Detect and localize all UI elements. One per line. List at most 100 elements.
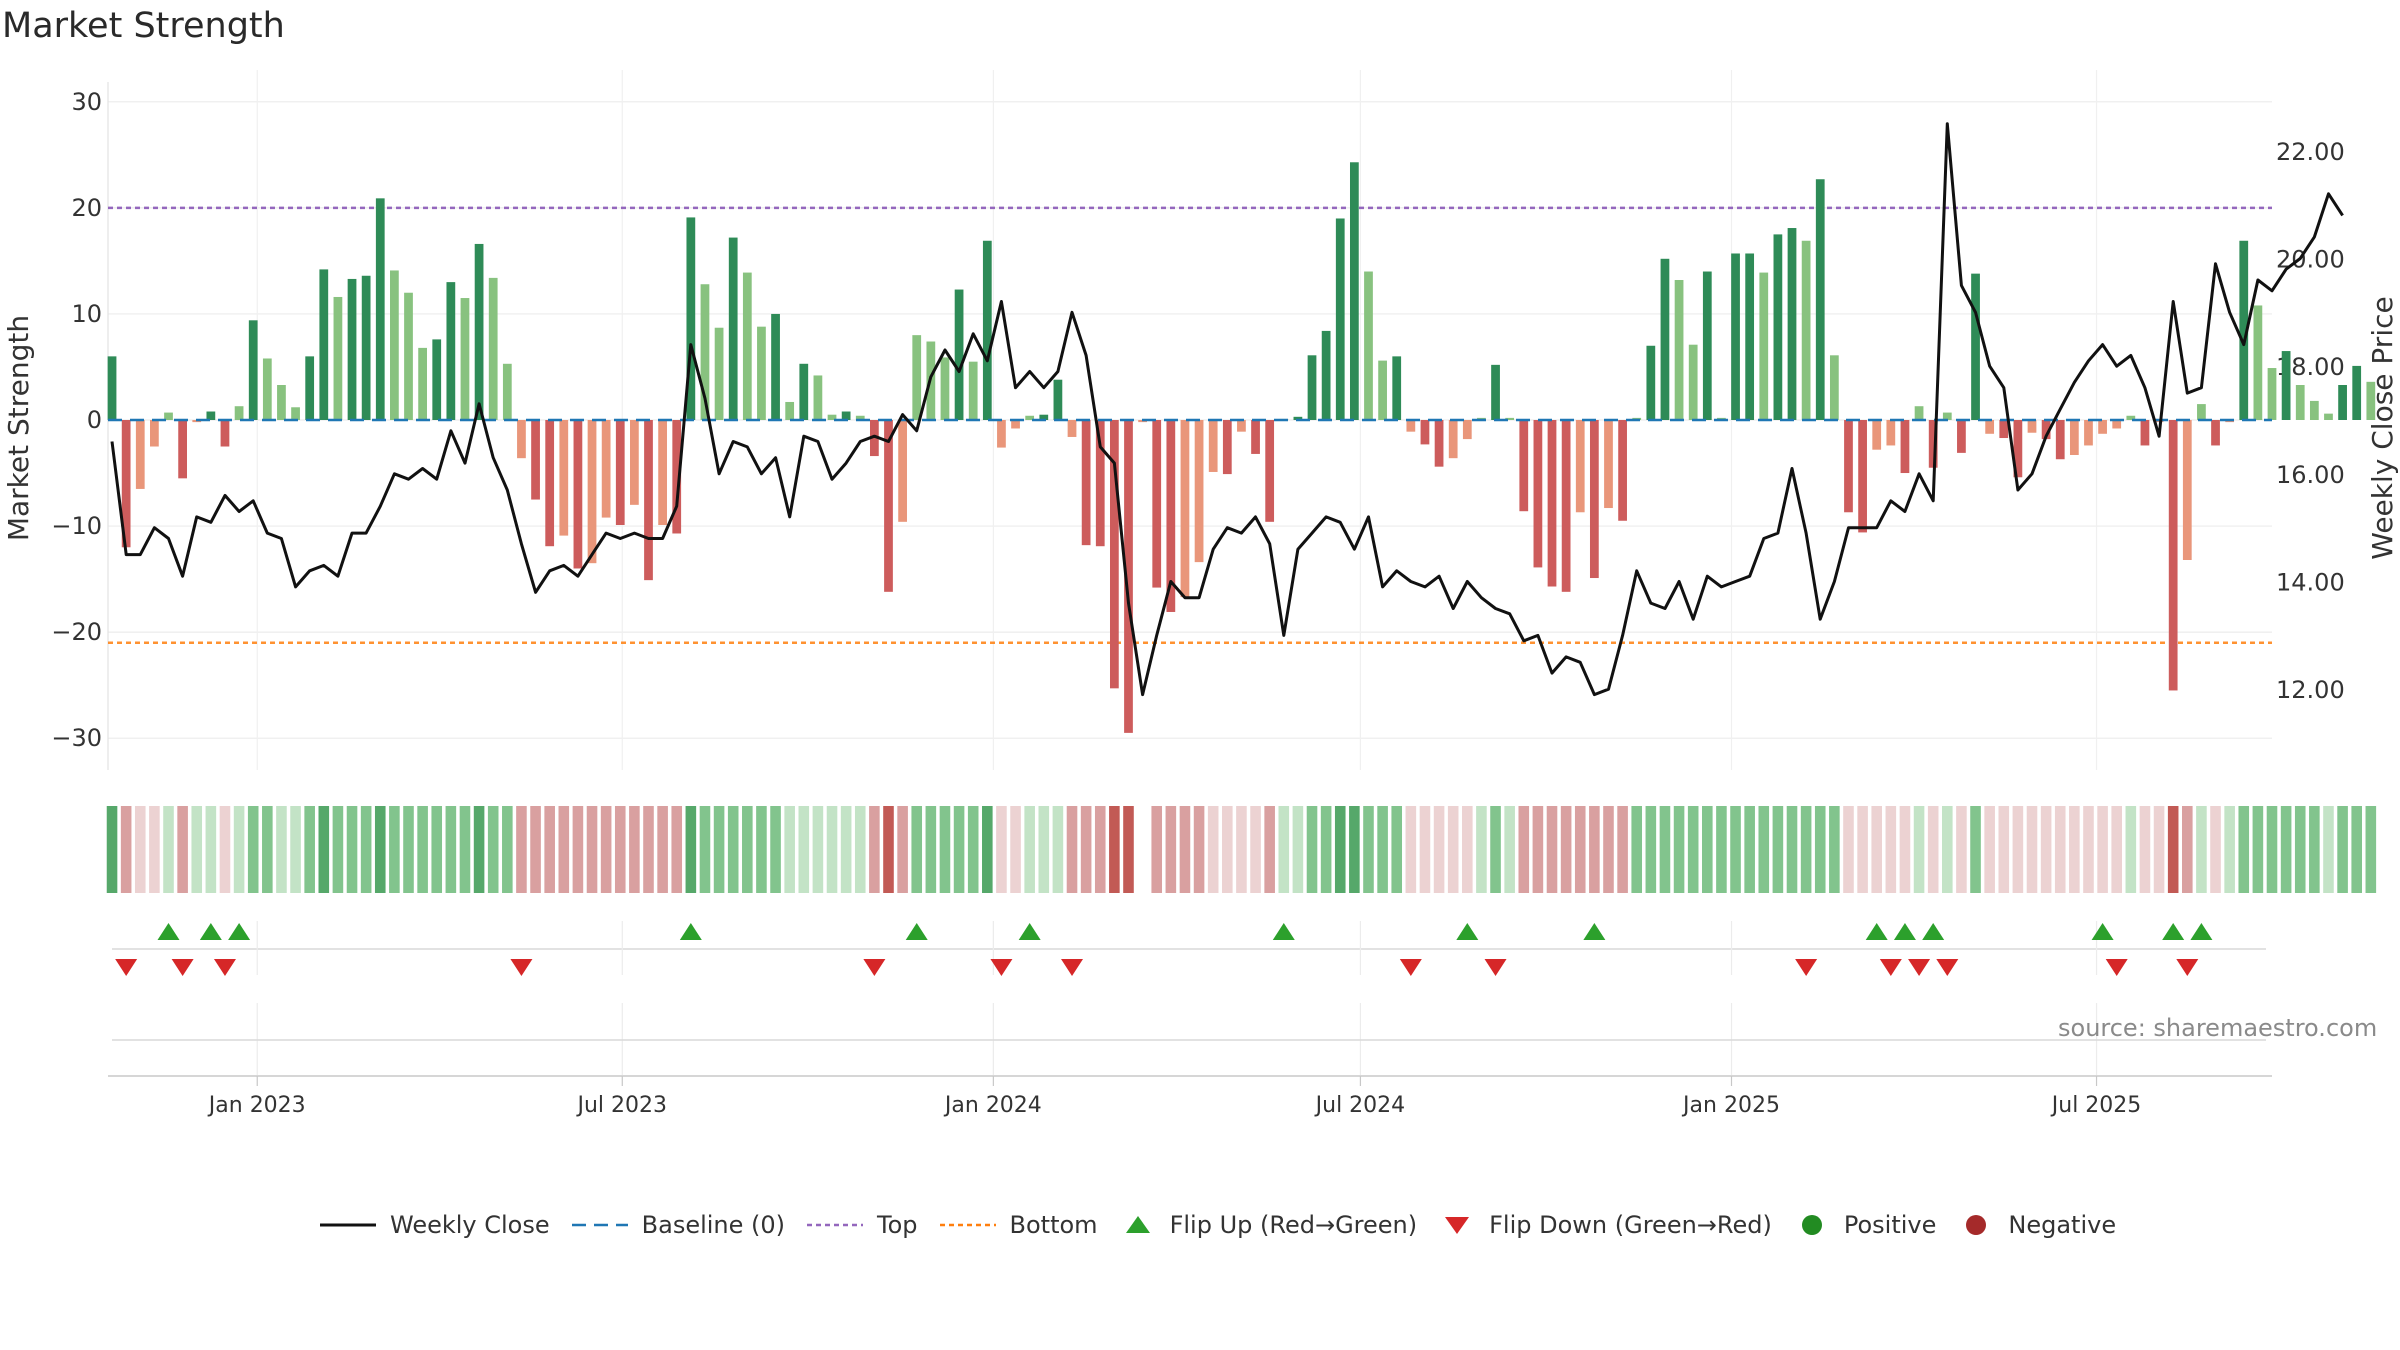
- strength-bar: [1364, 271, 1373, 420]
- strength-bar: [474, 243, 484, 420]
- legend-label: Bottom: [1009, 1211, 1098, 1239]
- strength-strip-cell: [2224, 806, 2235, 893]
- strength-bar: [1109, 420, 1119, 689]
- flip-up-marker: [1272, 923, 1295, 940]
- strength-bar: [2239, 240, 2249, 420]
- strength-bar: [2366, 381, 2376, 420]
- strength-strip-cell: [1758, 806, 1770, 893]
- strength-strip-cell: [1998, 806, 2010, 893]
- strength-strip-cell: [925, 806, 937, 893]
- strength-bar: [1731, 253, 1740, 420]
- flip-up-marker: [1583, 923, 1606, 940]
- strength-bar: [2013, 420, 2023, 478]
- strength-strip-cell: [191, 806, 203, 893]
- strength-strip-cell: [1546, 806, 1558, 893]
- strength-strip-cell: [1490, 806, 1501, 893]
- strength-bar: [1462, 420, 1472, 440]
- flip-up-marker: [905, 923, 928, 940]
- strength-strip-cell: [2139, 806, 2151, 893]
- flip-up-marker: [679, 923, 702, 940]
- strength-strip-cell: [120, 806, 132, 893]
- strength-strip-cell: [854, 806, 866, 893]
- strength-bar: [1872, 420, 1882, 450]
- strength-strip-cell: [883, 806, 894, 893]
- strength-bar: [1448, 420, 1458, 459]
- strength-strip-cell: [2040, 806, 2052, 893]
- strength-strip-cell: [2167, 806, 2179, 893]
- strength-bar: [2211, 420, 2220, 446]
- y-tick-label: −20: [51, 618, 102, 646]
- strength-strip-cell: [2280, 806, 2292, 893]
- strength-strip-cell: [1603, 806, 1614, 893]
- strength-bar: [178, 420, 187, 479]
- flip-down-marker: [990, 959, 1013, 976]
- strength-bar: [1095, 420, 1105, 547]
- strength-bar: [587, 420, 597, 564]
- strength-strip-cell: [798, 806, 810, 893]
- legend-swatch-bottom: [939, 1223, 996, 1227]
- strength-strip-cell: [1391, 806, 1403, 893]
- legend: Weekly Close Baseline (0) Top Bottom Fli…: [318, 1208, 2136, 1242]
- strength-strip-cell: [276, 806, 287, 893]
- strength-strip-cell: [2012, 806, 2024, 893]
- flip-down-marker: [1936, 959, 1959, 976]
- strength-bar: [1829, 355, 1839, 420]
- y-tick-label: 20: [71, 194, 102, 222]
- strength-bar: [1237, 420, 1246, 432]
- strength-strip-cell: [417, 806, 428, 893]
- legend-item-positive: Positive: [1792, 1211, 1936, 1239]
- strength-strip-cell: [2097, 806, 2108, 893]
- strength-strip-cell: [756, 806, 767, 893]
- strength-strip-cell: [247, 806, 259, 893]
- strength-strip-cell: [163, 806, 174, 893]
- flip-down-marker: [1399, 959, 1422, 976]
- strength-strip-cell: [1377, 806, 1388, 893]
- strength-strip-cell: [233, 806, 245, 893]
- strength-strip-cell: [219, 806, 231, 893]
- strength-strip-cell: [982, 806, 993, 893]
- strength-bar: [757, 326, 766, 420]
- strength-bar: [1152, 420, 1162, 588]
- strength-bar: [2324, 413, 2333, 420]
- strength-bar: [1406, 420, 1416, 432]
- strength-strip-cell: [1871, 806, 1883, 893]
- strength-bar: [1914, 406, 1924, 420]
- strength-bar: [1081, 420, 1091, 546]
- strength-strip-cell: [727, 806, 739, 893]
- strength-bar: [277, 385, 286, 420]
- strength-strip-cell: [1306, 806, 1318, 893]
- y2-tick-label: 16.00: [2276, 461, 2345, 489]
- strength-bar: [2168, 420, 2178, 691]
- strength-strip-cell: [586, 806, 598, 893]
- strength-strip-cell: [1504, 806, 1515, 893]
- negative-dot-icon: [1966, 1215, 1987, 1235]
- strength-bar: [1858, 420, 1867, 533]
- flip-up-marker: [2190, 923, 2213, 940]
- y2-axis-title: Weekly Close Price: [2366, 296, 2399, 559]
- strength-strip-cell: [1927, 806, 1939, 893]
- strength-strip-cell: [1687, 806, 1699, 893]
- strength-strip-cell: [1518, 806, 1530, 893]
- y-tick-label: 10: [71, 300, 102, 328]
- strength-strip-cell: [685, 806, 697, 893]
- strength-bar: [517, 420, 526, 459]
- strength-strip-cell: [1207, 806, 1219, 893]
- flip-down-marker: [1484, 959, 1507, 976]
- strength-bar: [1985, 420, 1995, 434]
- strength-strip-cell: [2111, 806, 2123, 893]
- strength-strip-cell: [826, 806, 838, 893]
- strength-bar: [1067, 420, 1077, 437]
- strength-bar: [1208, 420, 1218, 472]
- y-tick-label: 30: [71, 88, 102, 116]
- strength-bar: [1759, 272, 1769, 420]
- strength-strip-cell: [600, 806, 612, 893]
- strength-bar: [164, 412, 173, 420]
- legend-swatch-weekly-close: [320, 1223, 376, 1227]
- strength-bar: [347, 278, 357, 420]
- strength-bar: [1957, 420, 1966, 453]
- flip-down-marker: [1879, 959, 1902, 976]
- strength-bar: [1688, 344, 1698, 420]
- strength-strip-cell: [262, 806, 273, 893]
- strength-strip-cell: [290, 806, 301, 893]
- strength-bar: [1491, 364, 1500, 420]
